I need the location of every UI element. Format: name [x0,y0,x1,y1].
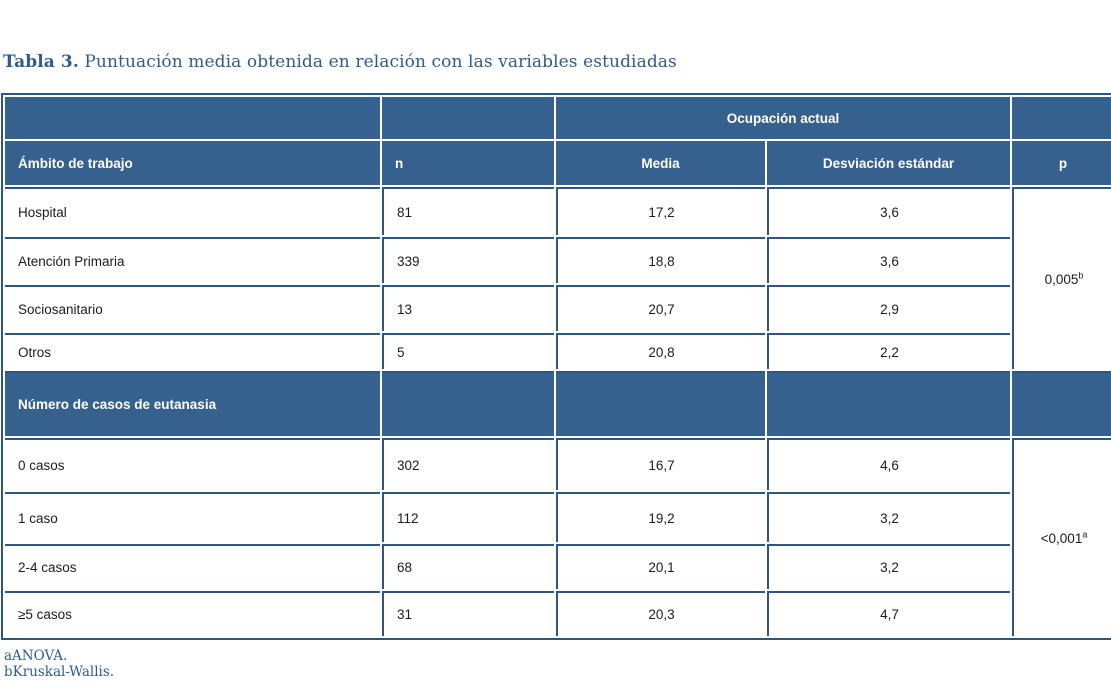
group-header-cell: Ocupación actual [556,97,1010,139]
row-label-cell: Atención Primaria [5,237,380,283]
sd-cell: 4,7 [767,591,1010,636]
p-value: 0,005 [1044,271,1079,287]
table-row: Sociosanitario 13 20,7 2,9 [5,285,1111,331]
row-label-cell: 0 casos [5,438,380,490]
table-row: 0 casos 302 16,7 4,6 <0,001a [5,438,1111,636]
sd-cell: 2,2 [767,333,1010,369]
column-header-ambito: Ámbito de trabajo [5,141,380,185]
empty-header-cell [556,371,765,436]
table-row: Otros 5 20,8 2,2 [5,333,1111,369]
row-label-cell: 2-4 casos [5,544,380,589]
n-cell: 68 [382,544,554,589]
table-caption-text: Puntuación media obtenida en relación co… [78,52,677,72]
table-header-group-row: Ocupación actual [5,97,1111,139]
p-value-cell: <0,001a [1012,438,1111,636]
statistics-table: Ocupación actual Ámbito de trabajo n Med… [1,93,1111,640]
p-value-cell: 0,005b [1012,187,1111,369]
section-header-cell: Número de casos de eutanasia [5,371,380,436]
p-value-superscript: a [1082,529,1088,539]
empty-header-cell [767,371,1010,436]
sd-cell: 4,6 [767,438,1010,490]
n-cell: 31 [382,591,554,636]
media-cell: 20,3 [556,591,765,636]
table-row: 1 caso 112 19,2 3,2 [5,492,1111,542]
n-cell: 81 [382,187,554,235]
empty-header-cell [382,97,554,139]
sd-cell: 2,9 [767,285,1010,331]
table-row: 2-4 casos 68 20,1 3,2 [5,544,1111,589]
empty-header-cell [1012,97,1111,139]
p-value: <0,001 [1040,530,1083,546]
table-caption-number: Tabla 3. [3,52,79,72]
row-label-cell: 1 caso [5,492,380,542]
empty-header-cell [5,97,380,139]
table-row: Hospital 81 17,2 3,6 0,005b [5,187,1111,369]
media-cell: 18,8 [556,237,765,283]
column-header-sd: Desviación estándar [767,141,1010,185]
row-label-cell: Otros [5,333,380,369]
media-cell: 20,8 [556,333,765,369]
p-value-superscript: b [1078,270,1084,280]
column-header-media: Media [556,141,765,185]
n-cell: 112 [382,492,554,542]
n-cell: 5 [382,333,554,369]
table-caption: Tabla 3. Puntuación media obtenida en re… [3,52,677,72]
row-label-cell: Sociosanitario [5,285,380,331]
table-row: Atención Primaria 339 18,8 3,6 [5,237,1111,283]
column-header-n: n [382,141,554,185]
table-row: ≥5 casos 31 20,3 4,7 [5,591,1111,636]
table-footnotes: aANOVA. bKruskal-Wallis. [4,648,114,681]
column-header-p: p [1012,141,1111,185]
media-cell: 19,2 [556,492,765,542]
media-cell: 16,7 [556,438,765,490]
media-cell: 20,7 [556,285,765,331]
sd-cell: 3,2 [767,492,1010,542]
media-cell: 20,1 [556,544,765,589]
sd-cell: 3,6 [767,187,1010,235]
footnote-anova: aANOVA. [4,648,68,664]
sd-cell: 3,2 [767,544,1010,589]
n-cell: 339 [382,237,554,283]
row-label-cell: ≥5 casos [5,591,380,636]
empty-header-cell [382,371,554,436]
row-label-cell: Hospital [5,187,380,235]
media-cell: 17,2 [556,187,765,235]
n-cell: 13 [382,285,554,331]
sd-cell: 3,6 [767,237,1010,283]
n-cell: 302 [382,438,554,490]
table-header-columns-row: Ámbito de trabajo n Media Desviación est… [5,141,1111,185]
section-header-row: Número de casos de eutanasia [5,371,1111,436]
empty-header-cell [1012,371,1111,436]
footnote-kruskal-wallis: bKruskal-Wallis. [4,664,115,681]
